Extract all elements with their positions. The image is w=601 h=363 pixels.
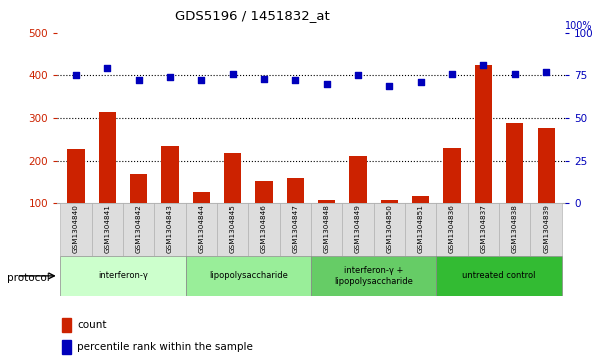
FancyBboxPatch shape: [60, 203, 91, 256]
Point: [228, 71, 237, 77]
Bar: [67, 149, 85, 246]
Text: GSM1304851: GSM1304851: [418, 204, 424, 253]
Text: GSM1304848: GSM1304848: [324, 204, 330, 253]
FancyBboxPatch shape: [186, 203, 217, 256]
Text: GSM1304841: GSM1304841: [104, 204, 110, 253]
Text: GSM1304850: GSM1304850: [386, 204, 392, 253]
Point: [197, 78, 206, 83]
Text: interferon-γ: interferon-γ: [98, 272, 148, 280]
Point: [478, 62, 488, 68]
Point: [102, 66, 112, 72]
Bar: [161, 146, 178, 246]
Text: count: count: [78, 320, 107, 330]
Bar: [255, 181, 273, 246]
Bar: [444, 148, 461, 246]
FancyBboxPatch shape: [436, 256, 562, 296]
Text: GSM1304836: GSM1304836: [449, 204, 455, 253]
FancyBboxPatch shape: [217, 203, 248, 256]
Text: protocol: protocol: [7, 273, 50, 283]
Text: GSM1304838: GSM1304838: [512, 204, 518, 253]
Bar: [193, 192, 210, 246]
FancyBboxPatch shape: [91, 203, 123, 256]
Bar: [62, 318, 72, 332]
Bar: [62, 339, 72, 354]
Point: [385, 83, 394, 89]
Bar: [224, 152, 241, 246]
Text: GSM1304847: GSM1304847: [292, 204, 298, 253]
FancyBboxPatch shape: [279, 203, 311, 256]
Point: [259, 76, 269, 82]
Text: GSM1304842: GSM1304842: [136, 204, 142, 253]
Text: GSM1304840: GSM1304840: [73, 204, 79, 253]
Text: GSM1304837: GSM1304837: [480, 204, 486, 253]
Text: GSM1304844: GSM1304844: [198, 204, 204, 253]
Bar: [99, 111, 116, 246]
Point: [416, 79, 426, 85]
Point: [542, 69, 551, 75]
Bar: [287, 178, 304, 246]
Text: GSM1304849: GSM1304849: [355, 204, 361, 253]
Bar: [412, 196, 429, 246]
FancyBboxPatch shape: [499, 203, 531, 256]
FancyBboxPatch shape: [154, 203, 186, 256]
Bar: [318, 200, 335, 246]
Bar: [130, 174, 147, 246]
FancyBboxPatch shape: [248, 203, 279, 256]
Point: [290, 78, 300, 83]
Text: lipopolysaccharide: lipopolysaccharide: [209, 272, 288, 280]
Text: GSM1304846: GSM1304846: [261, 204, 267, 253]
Point: [165, 74, 175, 80]
Text: interferon-γ +
lipopolysaccharide: interferon-γ + lipopolysaccharide: [334, 266, 413, 286]
Text: GSM1304839: GSM1304839: [543, 204, 549, 253]
Bar: [381, 200, 398, 246]
Text: GDS5196 / 1451832_at: GDS5196 / 1451832_at: [175, 9, 330, 22]
FancyBboxPatch shape: [531, 203, 562, 256]
Text: 100%: 100%: [566, 21, 593, 31]
Text: GSM1304845: GSM1304845: [230, 204, 236, 253]
Point: [134, 78, 144, 83]
FancyBboxPatch shape: [436, 203, 468, 256]
FancyBboxPatch shape: [405, 203, 436, 256]
FancyBboxPatch shape: [186, 256, 311, 296]
FancyBboxPatch shape: [123, 203, 154, 256]
Text: percentile rank within the sample: percentile rank within the sample: [78, 342, 253, 352]
FancyBboxPatch shape: [311, 203, 343, 256]
Point: [353, 72, 363, 78]
Text: GSM1304843: GSM1304843: [167, 204, 173, 253]
FancyBboxPatch shape: [468, 203, 499, 256]
FancyBboxPatch shape: [311, 256, 436, 296]
FancyBboxPatch shape: [343, 203, 374, 256]
Bar: [537, 128, 555, 246]
FancyBboxPatch shape: [60, 256, 186, 296]
Bar: [506, 123, 523, 246]
Point: [322, 81, 332, 87]
Bar: [349, 156, 367, 246]
FancyBboxPatch shape: [374, 203, 405, 256]
Bar: [475, 65, 492, 246]
Point: [447, 71, 457, 77]
Text: untreated control: untreated control: [462, 272, 536, 280]
Point: [71, 72, 81, 78]
Point: [510, 71, 520, 77]
